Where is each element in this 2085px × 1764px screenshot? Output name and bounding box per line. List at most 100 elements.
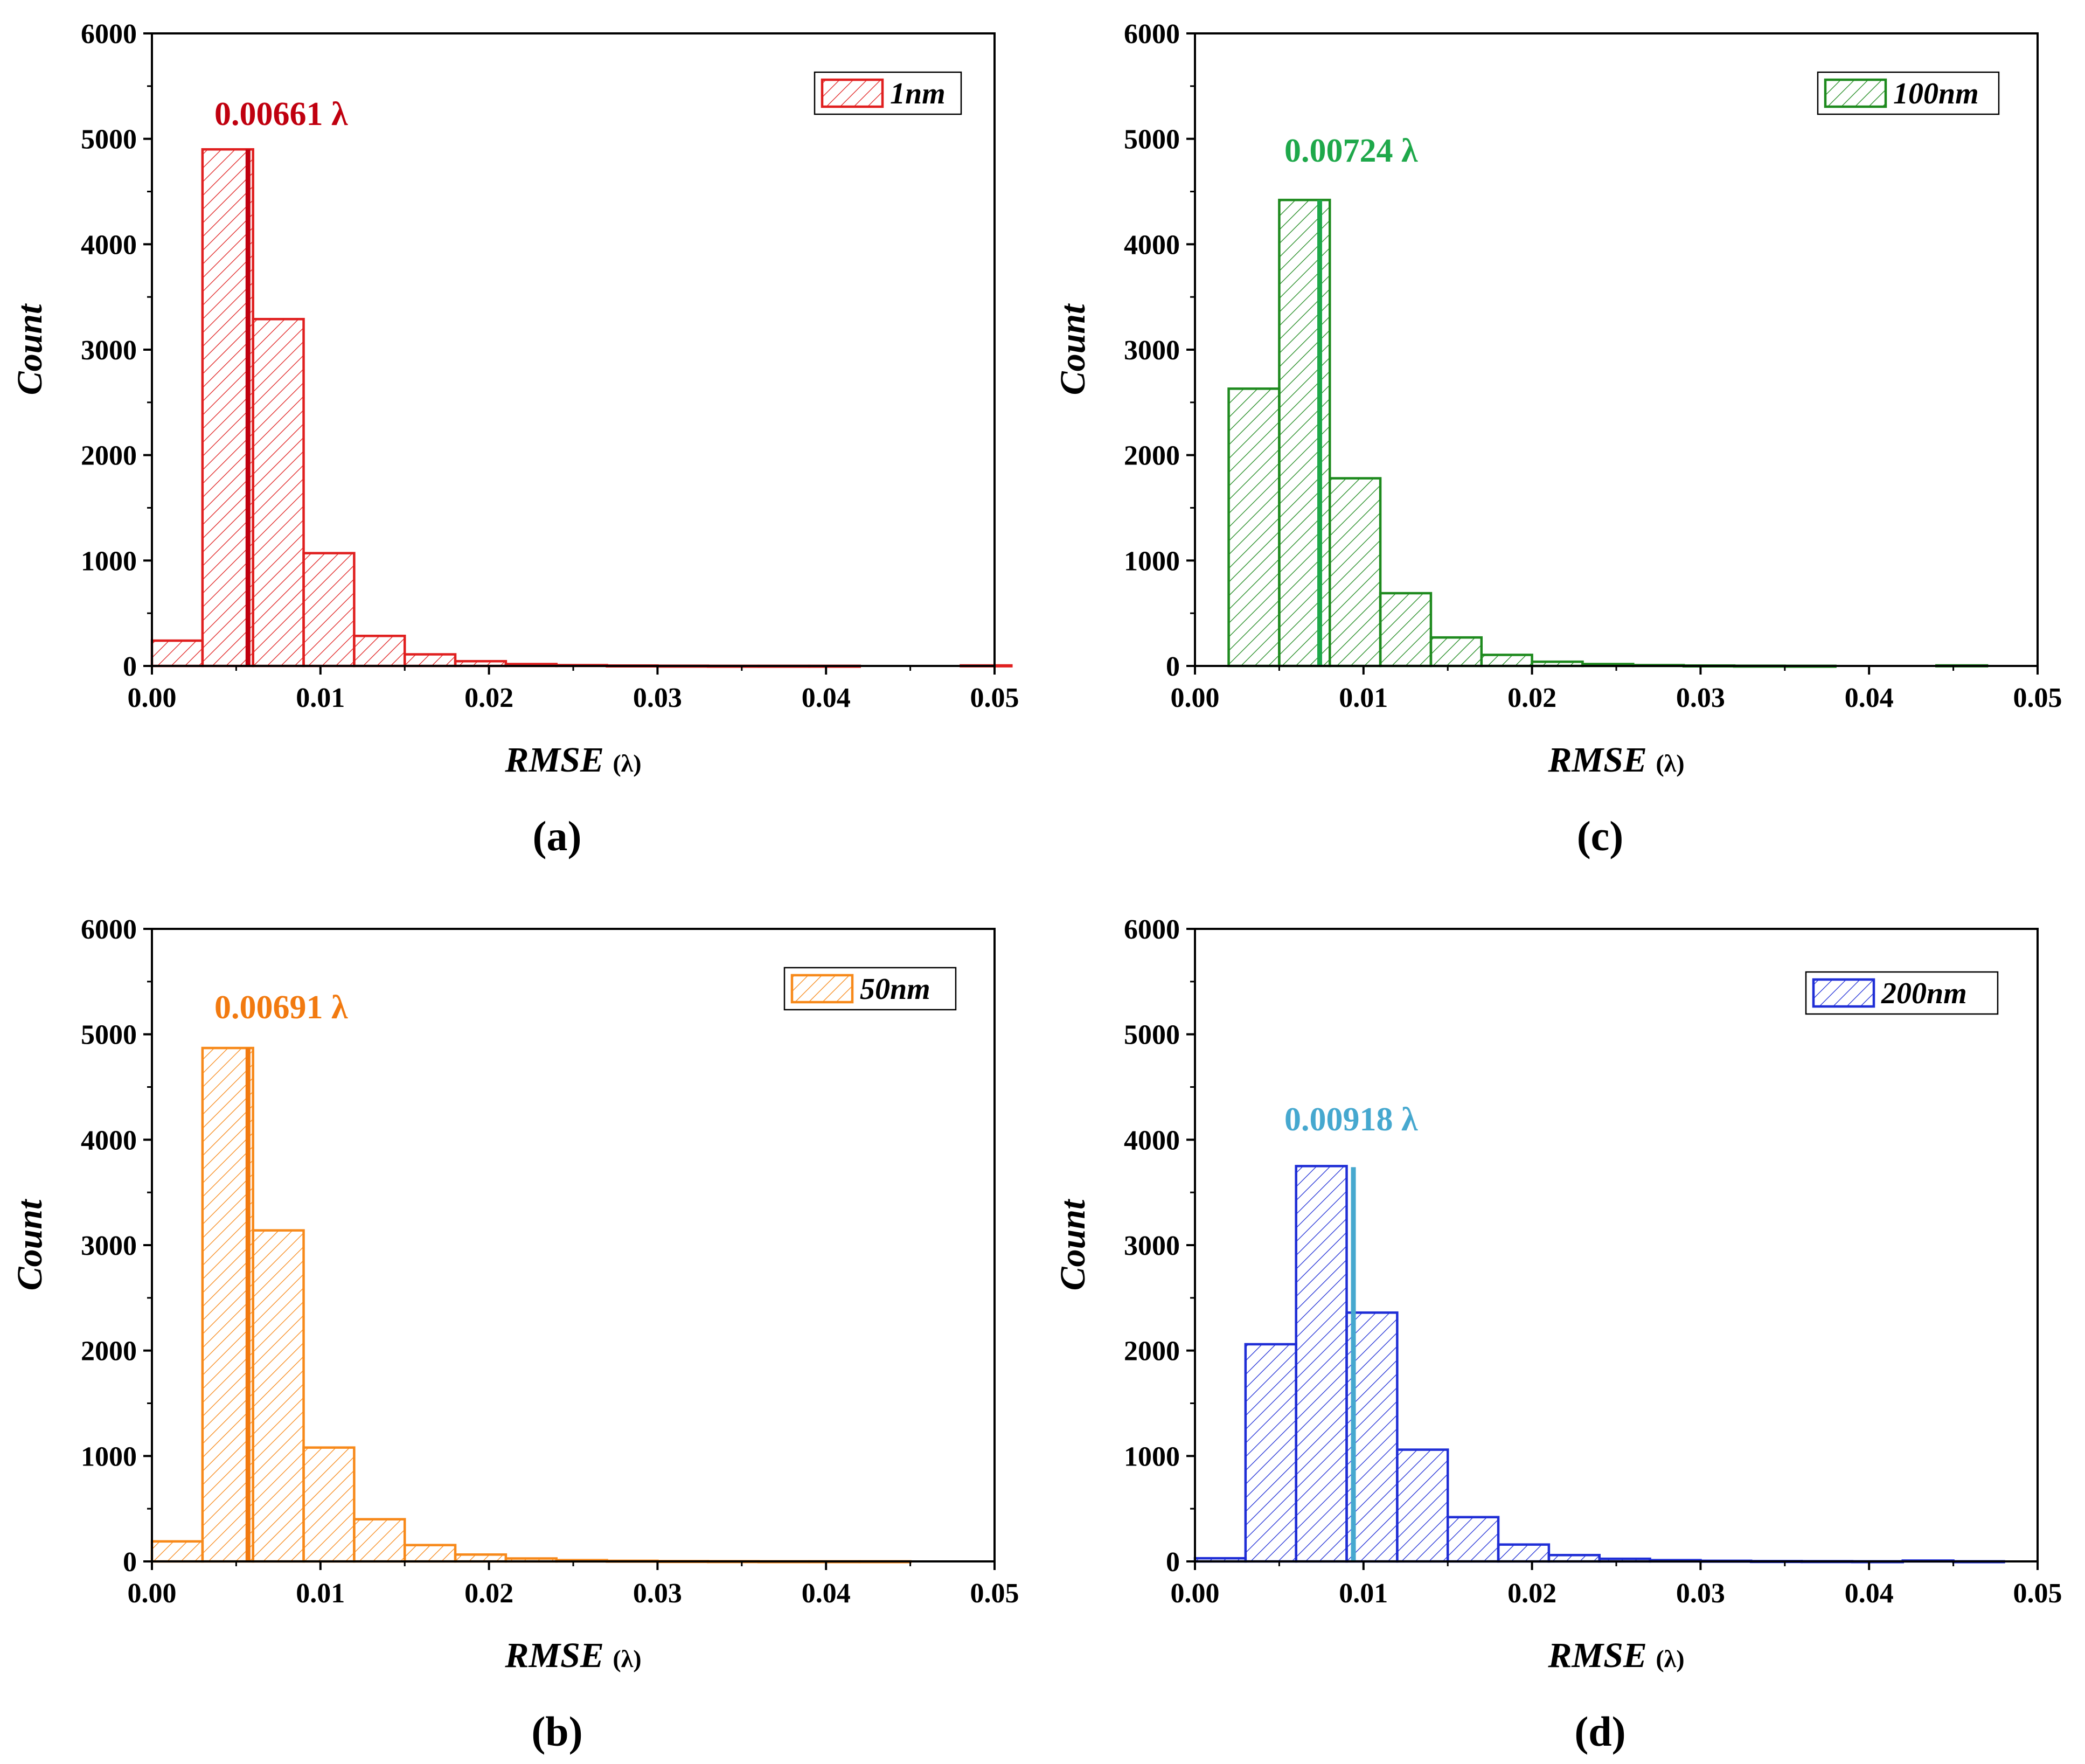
x-axis-label: RMSE (λ) (1547, 1636, 1684, 1675)
y-tick-label: 6000 (81, 914, 137, 945)
x-axis-label-text: RMSE (504, 740, 613, 780)
y-tick-label: 5000 (1124, 124, 1180, 155)
histogram-bar (1227, 387, 1281, 668)
y-tick-label: 0 (123, 651, 137, 682)
y-tick-label: 6000 (81, 19, 137, 50)
y-axis-label: Count (1053, 1199, 1093, 1290)
y-tick-label: 0 (1166, 651, 1180, 682)
y-tick-label: 2000 (1124, 1336, 1180, 1367)
legend: 100nm (1817, 71, 2000, 115)
histogram-bar (353, 634, 406, 668)
y-tick-label: 1000 (1124, 546, 1180, 577)
histogram-bar (150, 1540, 204, 1563)
y-tick-label: 3000 (81, 335, 137, 366)
chart-panel-d: 0 1000 2000 3000 4000 5000 6000 0.00 0.01 0.02 0.0… (1053, 914, 2062, 1755)
chart-panel-b: 0 1000 2000 3000 4000 5000 6000 0.00 0.01 0.02 0.0… (10, 914, 1019, 1755)
x-tick-label: 0.05 (970, 683, 1019, 713)
y-tick-label: 3000 (1124, 335, 1180, 366)
x-axis-unit: (λ) (613, 1645, 641, 1672)
x-tick-label: 0.02 (1507, 683, 1556, 713)
mean-annotation: 0.00918 λ (1284, 1101, 1418, 1138)
x-axis-label: RMSE (λ) (504, 740, 641, 780)
y-tick-label: 1000 (1124, 1441, 1180, 1472)
histogram-bar (1295, 1165, 1348, 1563)
histogram-bar (302, 1446, 356, 1563)
histogram-bar (252, 1229, 305, 1563)
legend-label: 1nm (890, 77, 946, 110)
legend-label: 100nm (1893, 77, 1979, 110)
histogram-bar (1379, 592, 1433, 668)
y-tick-label: 0 (1166, 1547, 1180, 1578)
x-tick-label: 0.01 (1339, 683, 1388, 713)
x-tick-label: 0.05 (970, 1578, 1019, 1609)
x-axis-unit: (λ) (1656, 1645, 1684, 1672)
x-axis-label: RMSE (λ) (504, 1636, 641, 1675)
x-tick-label: 0.00 (128, 1578, 177, 1609)
y-tick-label: 4000 (81, 1125, 137, 1156)
legend: 200nm (1805, 971, 1999, 1015)
y-tick-label: 1000 (81, 1441, 137, 1472)
x-tick-label: 0.00 (1171, 683, 1220, 713)
histogram-bar (1328, 477, 1382, 668)
histogram-bar (1480, 654, 1533, 668)
panel-label: (b) (531, 1708, 582, 1755)
histogram-bar (1278, 198, 1331, 668)
x-axis-label-text: RMSE (1547, 740, 1656, 780)
y-tick-label: 2000 (1124, 441, 1180, 471)
legend-label: 50nm (860, 973, 930, 1006)
legend-swatch (790, 974, 854, 1004)
x-tick-label: 0.03 (633, 1578, 682, 1609)
x-tick-label: 0.04 (1845, 1578, 1894, 1609)
y-tick-label: 1000 (81, 546, 137, 577)
x-tick-label: 0.01 (296, 1578, 345, 1609)
histogram-bar (302, 552, 356, 668)
panel-label: (c) (1577, 812, 1624, 859)
y-tick-label: 5000 (81, 1020, 137, 1051)
x-tick-label: 0.04 (802, 1578, 851, 1609)
mean-annotation: 0.00661 λ (214, 96, 348, 133)
mean-annotation: 0.00691 λ (214, 989, 348, 1026)
panel-label: (a) (533, 812, 582, 859)
x-axis-unit: (λ) (1656, 749, 1684, 777)
chart-panel-c: 0 1000 2000 3000 4000 5000 6000 0.00 0.01 0.02 0.0… (1053, 19, 2062, 859)
y-tick-label: 6000 (1124, 914, 1180, 945)
y-tick-label: 3000 (1124, 1231, 1180, 1261)
histogram-bar (1497, 1543, 1551, 1563)
x-tick-label: 0.04 (802, 683, 851, 713)
x-tick-label: 0.02 (1507, 1578, 1556, 1609)
x-tick-label: 0.03 (1676, 683, 1725, 713)
y-tick-label: 2000 (81, 441, 137, 471)
y-tick-label: 5000 (1124, 1020, 1180, 1051)
y-axis-label: Count (1053, 303, 1093, 395)
y-tick-label: 2000 (81, 1336, 137, 1367)
x-tick-label: 0.02 (464, 683, 513, 713)
chart-panel-a: 0 1000 2000 3000 4000 5000 6000 0.00 0.01 0.02 0.0… (10, 19, 1019, 859)
y-tick-label: 5000 (81, 124, 137, 155)
legend: 50nm (783, 967, 957, 1011)
x-tick-label: 0.04 (1845, 683, 1894, 713)
legend-swatch (1824, 78, 1887, 108)
x-tick-label: 0.01 (1339, 1578, 1388, 1609)
histogram-bar (201, 1046, 254, 1563)
y-tick-label: 3000 (81, 1231, 137, 1261)
x-axis-label-text: RMSE (1547, 1636, 1656, 1675)
histogram-bar (252, 318, 305, 668)
y-tick-label: 4000 (81, 230, 137, 260)
x-tick-label: 0.00 (128, 683, 177, 713)
x-axis-label: RMSE (λ) (1547, 740, 1684, 780)
histogram-bar (1396, 1448, 1449, 1563)
x-axis-unit: (λ) (613, 749, 641, 777)
histogram-bar (403, 1544, 457, 1563)
histogram-bar (1446, 1516, 1500, 1563)
x-tick-label: 0.05 (2013, 683, 2062, 713)
y-axis-label: Count (10, 303, 50, 395)
histogram-bar (1429, 636, 1483, 668)
x-tick-label: 0.03 (633, 683, 682, 713)
y-tick-label: 4000 (1124, 230, 1180, 260)
x-axis-label-text: RMSE (504, 1636, 613, 1675)
histogram-bar (403, 653, 457, 668)
y-tick-label: 0 (123, 1547, 137, 1578)
x-tick-label: 0.03 (1676, 1578, 1725, 1609)
y-axis-label: Count (10, 1199, 50, 1290)
